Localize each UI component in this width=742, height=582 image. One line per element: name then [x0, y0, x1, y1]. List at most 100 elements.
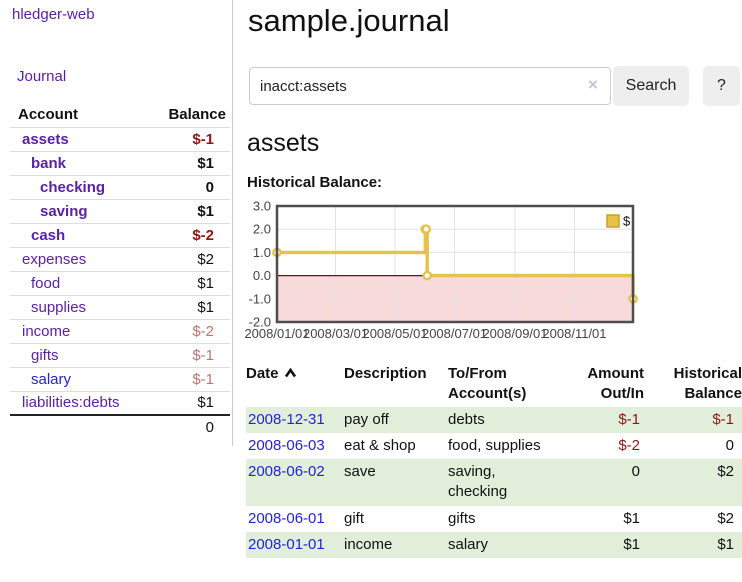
- register-table-body: 2008-12-31 pay off debts $-1 $-1 2008-06-03 ea…: [246, 406, 742, 558]
- plot-border: [275, 204, 635, 324]
- account-section-title: assets: [247, 129, 320, 157]
- x-tick-label: 2008/07/01: [422, 326, 487, 341]
- accounts-balance-table: Account Balance assets $-1 bank $1 checking 0…: [10, 102, 230, 439]
- account-row: salary $-1: [10, 367, 230, 391]
- chart-title: Historical Balance:: [247, 174, 383, 191]
- transaction-date-link[interactable]: 2008-06-01: [248, 509, 325, 527]
- account-link-bank[interactable]: bank: [31, 154, 67, 172]
- balance-chart-svg: 3.0 2.0 1.0 0.0 -1.0 -2.02008/01/012008/03/01…: [244, 199, 638, 341]
- y-tick-label: 2.0: [253, 222, 271, 237]
- account-balance: $1: [197, 298, 214, 316]
- account-link-assets[interactable]: assets: [22, 130, 69, 148]
- y-tick-label: -2.0: [249, 315, 271, 330]
- amount-column-header: Amount Out/In: [587, 365, 644, 403]
- x-tick-label: 2008/05/01: [362, 326, 427, 341]
- accounts-table-body: assets $-1 bank $1 checking 0 saving $1 cash $-2 e…: [10, 127, 230, 439]
- transaction-date-link[interactable]: 2008-06-03: [248, 436, 325, 454]
- account-link-supplies[interactable]: supplies: [31, 298, 87, 316]
- caret-up-icon: [284, 367, 296, 378]
- transaction-date-link[interactable]: 2008-06-02: [248, 463, 325, 480]
- transaction-accounts: gifts: [448, 509, 476, 527]
- account-link-gifts[interactable]: gifts: [31, 346, 59, 364]
- account-link-food[interactable]: food: [31, 274, 61, 292]
- account-row: cash $-2: [10, 223, 230, 247]
- transaction-description: eat & shop: [344, 436, 416, 454]
- account-row: assets $-1: [10, 127, 230, 151]
- account-balance: $-1: [192, 370, 214, 388]
- app-brand-link[interactable]: hledger-web: [12, 6, 95, 23]
- transaction-historical-balance: $2: [717, 509, 734, 527]
- help-button[interactable]: ?: [703, 66, 740, 106]
- transaction-accounts: food, supplies: [448, 436, 541, 454]
- data-point-marker: [422, 270, 433, 281]
- account-row: expenses $2: [10, 247, 230, 271]
- account-link-expenses[interactable]: expenses: [22, 250, 87, 268]
- account-balance: $1: [197, 394, 214, 412]
- account-link-salary[interactable]: salary: [31, 370, 72, 388]
- transaction-historical-balance: $1: [717, 535, 734, 553]
- x-tick-label: 2008/01/01: [244, 326, 309, 341]
- transaction-description: gift: [344, 509, 365, 527]
- accounts-total-value: 0: [205, 419, 214, 436]
- balance-column-header: Balance: [168, 105, 226, 123]
- register-row: 2008-01-01 income salary $1 $1: [246, 531, 742, 558]
- date-column-header[interactable]: Date: [246, 362, 344, 407]
- x-tick-label: 2008/11/01: [542, 326, 606, 341]
- clear-search-icon[interactable]: ×: [588, 75, 598, 94]
- transaction-accounts: salary: [448, 535, 489, 553]
- account-balance: $1: [197, 154, 214, 172]
- account-row: checking 0: [10, 175, 230, 199]
- account-balance: $-1: [192, 130, 214, 148]
- tofrom-column-header: To/From Account(s): [448, 365, 527, 403]
- legend-swatch: [606, 214, 620, 228]
- register-row: 2008-12-31 pay off debts $-1 $-1: [246, 406, 742, 433]
- account-balance: $-1: [192, 346, 214, 364]
- y-tick-label: -1.0: [249, 291, 271, 306]
- account-link-liabilities-debts[interactable]: liabilities:debts: [22, 394, 120, 412]
- account-row: bank $1: [10, 151, 230, 175]
- account-balance: $-2: [192, 226, 214, 244]
- transaction-accounts: debts: [448, 410, 485, 428]
- register-table-header: Date Description To/From Account(s) Amou…: [246, 362, 742, 407]
- y-tick-label: 3.0: [253, 199, 271, 214]
- transaction-date-link[interactable]: 2008-01-01: [248, 535, 325, 553]
- search-input[interactable]: [249, 67, 611, 105]
- historical-balance-chart: 3.0 2.0 1.0 0.0 -1.0 -2.0 2008/01/01 2008/03/01…: [240, 198, 742, 345]
- transaction-date-link[interactable]: 2008-12-31: [248, 410, 325, 428]
- x-tick-label: 2008/09/01: [482, 326, 547, 341]
- register-row: 2008-06-03 eat & shop food, supplies $-2 0: [246, 433, 742, 459]
- description-column-header: Description: [344, 365, 427, 382]
- account-row: income $-2: [10, 319, 230, 343]
- transaction-amount: $-1: [618, 410, 640, 428]
- account-balance: $1: [197, 202, 214, 220]
- transaction-accounts: saving, checking: [448, 463, 508, 501]
- y-tick-label: 0.0: [253, 268, 271, 283]
- transaction-historical-balance: $-1: [712, 410, 734, 428]
- historical-column-header: Historical Balance: [673, 365, 742, 403]
- account-row: gifts $-1: [10, 343, 230, 367]
- data-point-marker: [421, 224, 432, 235]
- sidebar-item-journal[interactable]: Journal: [17, 68, 67, 85]
- legend-label: $: [623, 214, 631, 229]
- transaction-historical-balance: 0: [725, 436, 734, 454]
- account-balance: 0: [205, 178, 214, 196]
- account-link-income[interactable]: income: [22, 322, 71, 340]
- x-tick-label: 2008/03/01: [303, 326, 368, 341]
- transaction-amount: $-2: [618, 436, 640, 454]
- accounts-total-row: 0: [10, 415, 230, 439]
- account-row: liabilities:debts $1: [10, 391, 230, 415]
- page-title: sample.journal: [248, 3, 450, 38]
- register-row: 2008-06-01 gift gifts $1 $2: [246, 506, 742, 532]
- account-link-saving[interactable]: saving: [40, 202, 88, 220]
- transaction-amount: $1: [623, 535, 640, 553]
- search-button[interactable]: Search: [613, 66, 689, 106]
- date-header-label: Date: [246, 365, 279, 382]
- account-link-checking[interactable]: checking: [40, 178, 106, 196]
- account-link-cash[interactable]: cash: [31, 226, 66, 244]
- account-column-header: Account: [18, 105, 78, 123]
- transaction-amount: $1: [623, 509, 640, 527]
- y-tick-label: 1.0: [253, 245, 271, 260]
- account-balance: $2: [197, 250, 214, 268]
- sidebar: hledger-web Journal Account Balance asse…: [0, 0, 233, 446]
- account-row: saving $1: [10, 199, 230, 223]
